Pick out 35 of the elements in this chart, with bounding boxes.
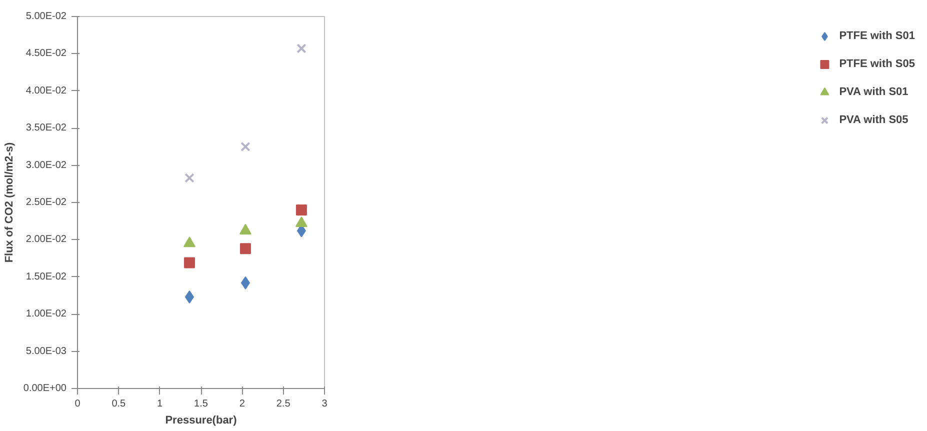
y-tick-label: 4.00E-02 bbox=[26, 85, 67, 96]
point bbox=[239, 224, 252, 234]
x-tick-label: 1 bbox=[157, 398, 164, 410]
x-tick-label: 1.5 bbox=[194, 398, 208, 410]
legend-label: PTFE with S05 bbox=[839, 58, 915, 70]
x-tick-label: 2.5 bbox=[276, 398, 291, 410]
point bbox=[295, 216, 308, 228]
y-tick-label: 3.50E-02 bbox=[26, 122, 67, 134]
x-tick-label: 3 bbox=[322, 398, 328, 410]
y-tick-label: 1.00E-02 bbox=[26, 308, 67, 320]
point bbox=[240, 243, 251, 254]
point bbox=[296, 204, 307, 216]
y-tick-label: 5.00E-03 bbox=[26, 346, 67, 357]
x-tick-label: 0.5 bbox=[112, 398, 126, 410]
point bbox=[240, 276, 250, 290]
point bbox=[184, 290, 194, 304]
y-tick-label: 1.50E-02 bbox=[26, 271, 67, 282]
y-tick-label: 4.50E-02 bbox=[26, 48, 67, 60]
legend-label: PTFE with S01 bbox=[839, 30, 915, 42]
point bbox=[184, 173, 194, 183]
x-tick-label: 2 bbox=[239, 398, 246, 410]
y-tick-label: 5.00E-02 bbox=[26, 11, 67, 22]
y-tick-label: 2.50E-02 bbox=[26, 197, 67, 208]
y-tick-label: 2.00E-02 bbox=[26, 234, 67, 246]
legend-label: PVA with S01 bbox=[839, 86, 908, 98]
y-tick-label: 3.00E-02 bbox=[26, 160, 67, 171]
y-axis-title: Flux of CO2 (mol/m2-s) bbox=[3, 142, 16, 263]
legend-label: PVA with S05 bbox=[839, 114, 908, 126]
point bbox=[296, 44, 306, 54]
point bbox=[240, 142, 250, 152]
x-axis-title: Pressure(bar) bbox=[165, 414, 238, 426]
x-tick-label: 0 bbox=[74, 398, 81, 410]
point bbox=[184, 257, 195, 268]
point bbox=[183, 236, 196, 248]
y-tick-label: 0.00E+00 bbox=[23, 383, 67, 394]
